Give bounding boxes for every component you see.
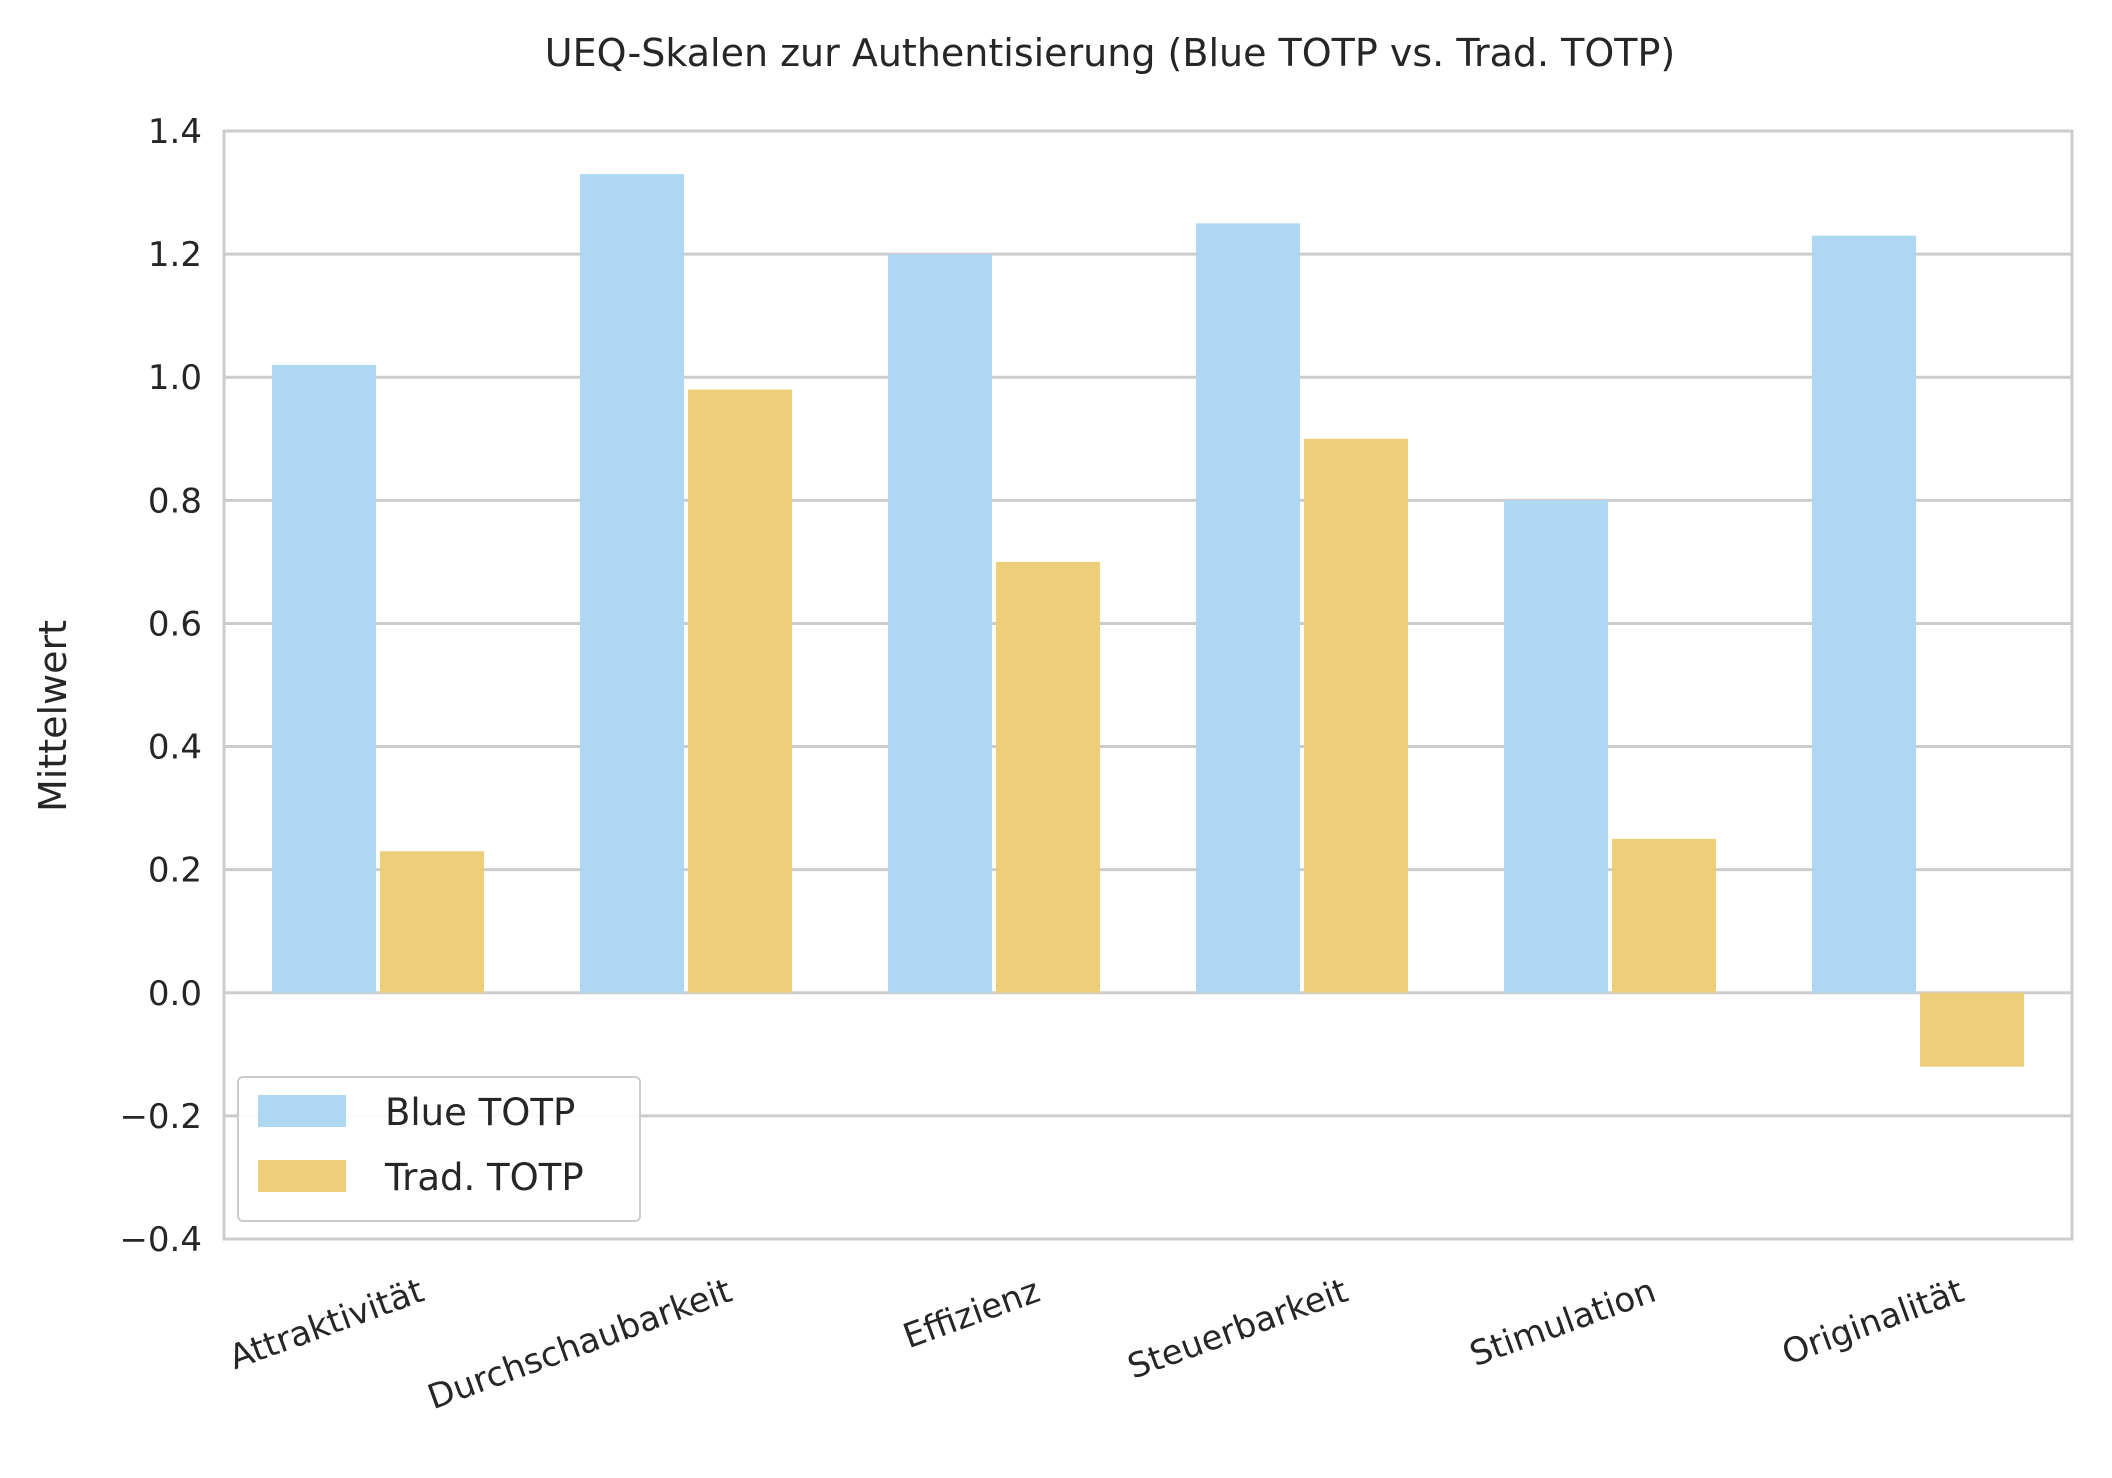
bar — [1196, 223, 1300, 993]
legend-swatch-trad-totp — [258, 1160, 346, 1192]
bars — [272, 174, 2024, 1067]
bar — [1920, 992, 2024, 1067]
grid-lines — [224, 129, 2072, 1241]
y-tick-label: 1.4 — [148, 112, 202, 152]
x-tick-label: Durchschaubarkeit — [423, 1271, 737, 1418]
x-tick-label: Steuerbarkeit — [1122, 1271, 1353, 1388]
bar — [1812, 235, 1916, 993]
y-axis-title: Mittelwert — [31, 620, 75, 812]
y-tick-label: 0.6 — [148, 604, 202, 644]
bar — [580, 174, 684, 993]
y-tick-label: 0.2 — [148, 851, 202, 891]
bar — [1612, 838, 1716, 993]
x-tick-label: Attraktivität — [224, 1271, 429, 1378]
y-tick-label: 0.0 — [148, 974, 202, 1014]
x-tick-label: Stimulation — [1465, 1271, 1661, 1375]
y-tick-label: −0.2 — [119, 1097, 202, 1137]
chart-title: UEQ-Skalen zur Authentisierung (Blue TOT… — [545, 31, 1675, 75]
x-tick-label: Originalität — [1777, 1271, 1969, 1374]
y-tick-label: 1.0 — [148, 358, 202, 398]
bar — [888, 254, 992, 993]
bar — [272, 364, 376, 993]
x-tick-label: Effizienz — [898, 1271, 1045, 1357]
bar — [1304, 438, 1408, 993]
y-tick-label: 0.8 — [148, 481, 202, 521]
y-tick-label: 0.4 — [148, 728, 202, 768]
bar — [380, 851, 484, 993]
legend-label-trad-totp: Trad. TOTP — [384, 1156, 584, 1199]
legend-swatch-blue-totp — [258, 1095, 346, 1127]
legend-label-blue-totp: Blue TOTP — [385, 1091, 575, 1134]
bar — [688, 389, 792, 993]
legend: Blue TOTP Trad. TOTP — [237, 1076, 641, 1222]
y-tick-label: 1.2 — [148, 235, 202, 275]
plot-frame — [222, 129, 2074, 1241]
y-tick-label: −0.4 — [119, 1220, 202, 1260]
bar — [1504, 500, 1608, 993]
bar — [996, 561, 1100, 993]
y-tick-labels: 1.4 1.2 1.0 0.8 0.6 0.4 0.2 0.0 −0.2 −0.4 — [119, 112, 202, 1260]
